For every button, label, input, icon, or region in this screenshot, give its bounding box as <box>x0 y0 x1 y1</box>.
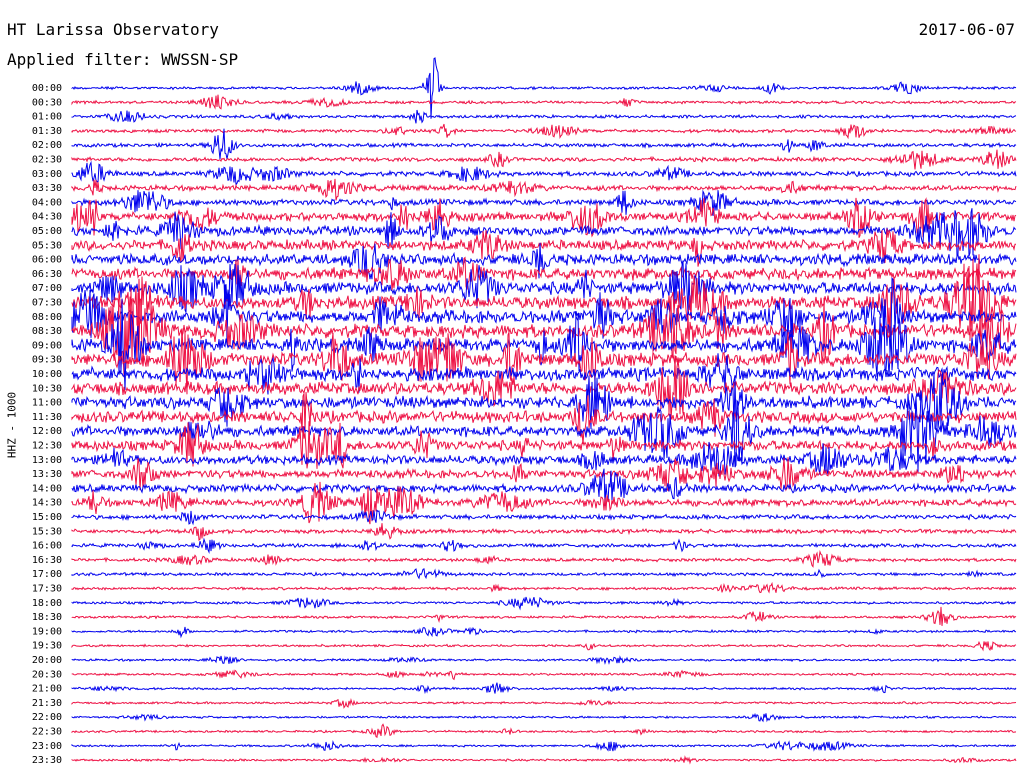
time-tick-label: 06:00 <box>32 255 62 266</box>
seismic-trace <box>71 149 1017 170</box>
time-tick-label: 10:00 <box>32 369 62 380</box>
seismic-trace <box>71 256 1017 292</box>
time-tick-label: 09:00 <box>32 340 62 351</box>
seismic-trace <box>71 581 1017 594</box>
seismic-trace <box>71 523 1017 541</box>
time-tick-label: 20:00 <box>32 655 62 666</box>
seismic-trace <box>71 353 1017 395</box>
time-tick-label: 10:30 <box>32 383 62 394</box>
time-tick-label: 12:00 <box>32 426 62 437</box>
filter-label: Applied filter: WWSSN-SP <box>7 50 239 69</box>
seismic-trace <box>71 288 1017 378</box>
seismic-trace <box>71 57 1017 119</box>
seismic-trace <box>71 723 1017 738</box>
seismic-trace <box>71 392 1017 445</box>
time-tick-label: 19:00 <box>32 626 62 637</box>
time-tick-label: 19:30 <box>32 641 62 652</box>
time-tick-label: 15:30 <box>32 526 62 537</box>
seismic-trace <box>71 481 1017 525</box>
seismic-trace <box>71 739 1017 752</box>
time-tick-label: 15:00 <box>32 512 62 523</box>
time-tick-label: 20:30 <box>32 669 62 680</box>
seismic-trace <box>71 596 1017 611</box>
seismic-trace <box>71 626 1017 639</box>
time-tick-label: 00:00 <box>32 83 62 94</box>
time-tick-label: 18:30 <box>32 612 62 623</box>
seismic-trace <box>71 277 1017 353</box>
time-tick-label: 07:30 <box>32 298 62 309</box>
seismic-trace <box>71 228 1016 267</box>
time-tick-label: 03:00 <box>32 169 62 180</box>
time-tick-label: 11:00 <box>32 398 62 409</box>
time-tick-label: 03:30 <box>32 183 62 194</box>
time-tick-label: 02:00 <box>32 140 62 151</box>
seismic-trace <box>71 712 1017 723</box>
seismic-trace <box>71 208 1016 258</box>
seismic-trace <box>71 537 1017 555</box>
time-tick-label: 05:00 <box>32 226 62 237</box>
time-tick-label: 21:30 <box>32 698 62 709</box>
seismic-trace <box>71 328 1017 395</box>
seismic-trace <box>71 457 1017 492</box>
time-tick-label: 13:00 <box>32 455 62 466</box>
seismic-trace <box>71 468 1017 506</box>
time-tick-label: 04:30 <box>32 212 62 223</box>
seismic-trace <box>71 197 1017 238</box>
seismic-trace <box>71 655 1017 665</box>
seismic-trace <box>71 606 1017 626</box>
time-tick-label: 06:30 <box>32 269 62 280</box>
seismic-trace <box>71 509 1017 526</box>
seismic-trace <box>71 549 1017 568</box>
seismic-trace <box>71 178 1017 201</box>
seismic-trace <box>71 109 1017 124</box>
time-tick-label: 14:00 <box>32 483 62 494</box>
time-tick-label: 01:30 <box>32 126 62 137</box>
time-tick-label: 08:00 <box>32 312 62 323</box>
time-tick-label: 23:30 <box>32 755 62 766</box>
time-tick-label: 13:30 <box>32 469 62 480</box>
seismic-trace <box>71 421 1017 469</box>
chart-date: 2017-06-07 <box>918 20 1015 39</box>
seismic-trace <box>71 755 1017 765</box>
time-tick-label: 18:00 <box>32 598 62 609</box>
time-tick-label: 08:30 <box>32 326 62 337</box>
time-tick-label: 16:30 <box>32 555 62 566</box>
seismic-trace <box>71 298 1017 391</box>
time-tick-label: 02:30 <box>32 155 62 166</box>
time-tick-label: 14:30 <box>32 498 62 509</box>
time-tick-label: 05:30 <box>32 240 62 251</box>
time-tick-label: 17:00 <box>32 569 62 580</box>
seismic-trace <box>71 682 1017 695</box>
time-tick-label: 22:00 <box>32 712 62 723</box>
time-tick-label: 07:00 <box>32 283 62 294</box>
seismic-trace <box>71 242 1017 280</box>
seismic-trace <box>71 123 1017 140</box>
seismic-trace <box>71 189 1017 217</box>
time-tick-label: 01:00 <box>32 112 62 123</box>
seismic-trace <box>71 697 1017 709</box>
time-tick-label: 23:00 <box>32 741 62 752</box>
seismic-trace <box>71 640 1017 652</box>
time-tick-label: 04:00 <box>32 197 62 208</box>
seismic-trace <box>71 94 1017 110</box>
time-tick-label: 22:30 <box>32 727 62 738</box>
seismic-trace <box>71 568 1017 580</box>
seismic-trace <box>71 391 1017 473</box>
seismic-trace <box>71 160 1017 187</box>
time-tick-label: 17:30 <box>32 584 62 595</box>
chart-title: HT Larissa Observatory <box>7 20 219 39</box>
seismic-trace <box>71 373 1017 432</box>
time-tick-label: 09:30 <box>32 355 62 366</box>
time-tick-label: 21:00 <box>32 684 62 695</box>
time-tick-label: 00:30 <box>32 97 62 108</box>
time-tick-label: 16:00 <box>32 541 62 552</box>
seismic-trace <box>71 441 1017 477</box>
time-tick-label: 12:30 <box>32 441 62 452</box>
time-tick-label: 11:30 <box>32 412 62 423</box>
seismic-trace <box>71 669 1017 681</box>
seismic-trace <box>71 128 1017 160</box>
